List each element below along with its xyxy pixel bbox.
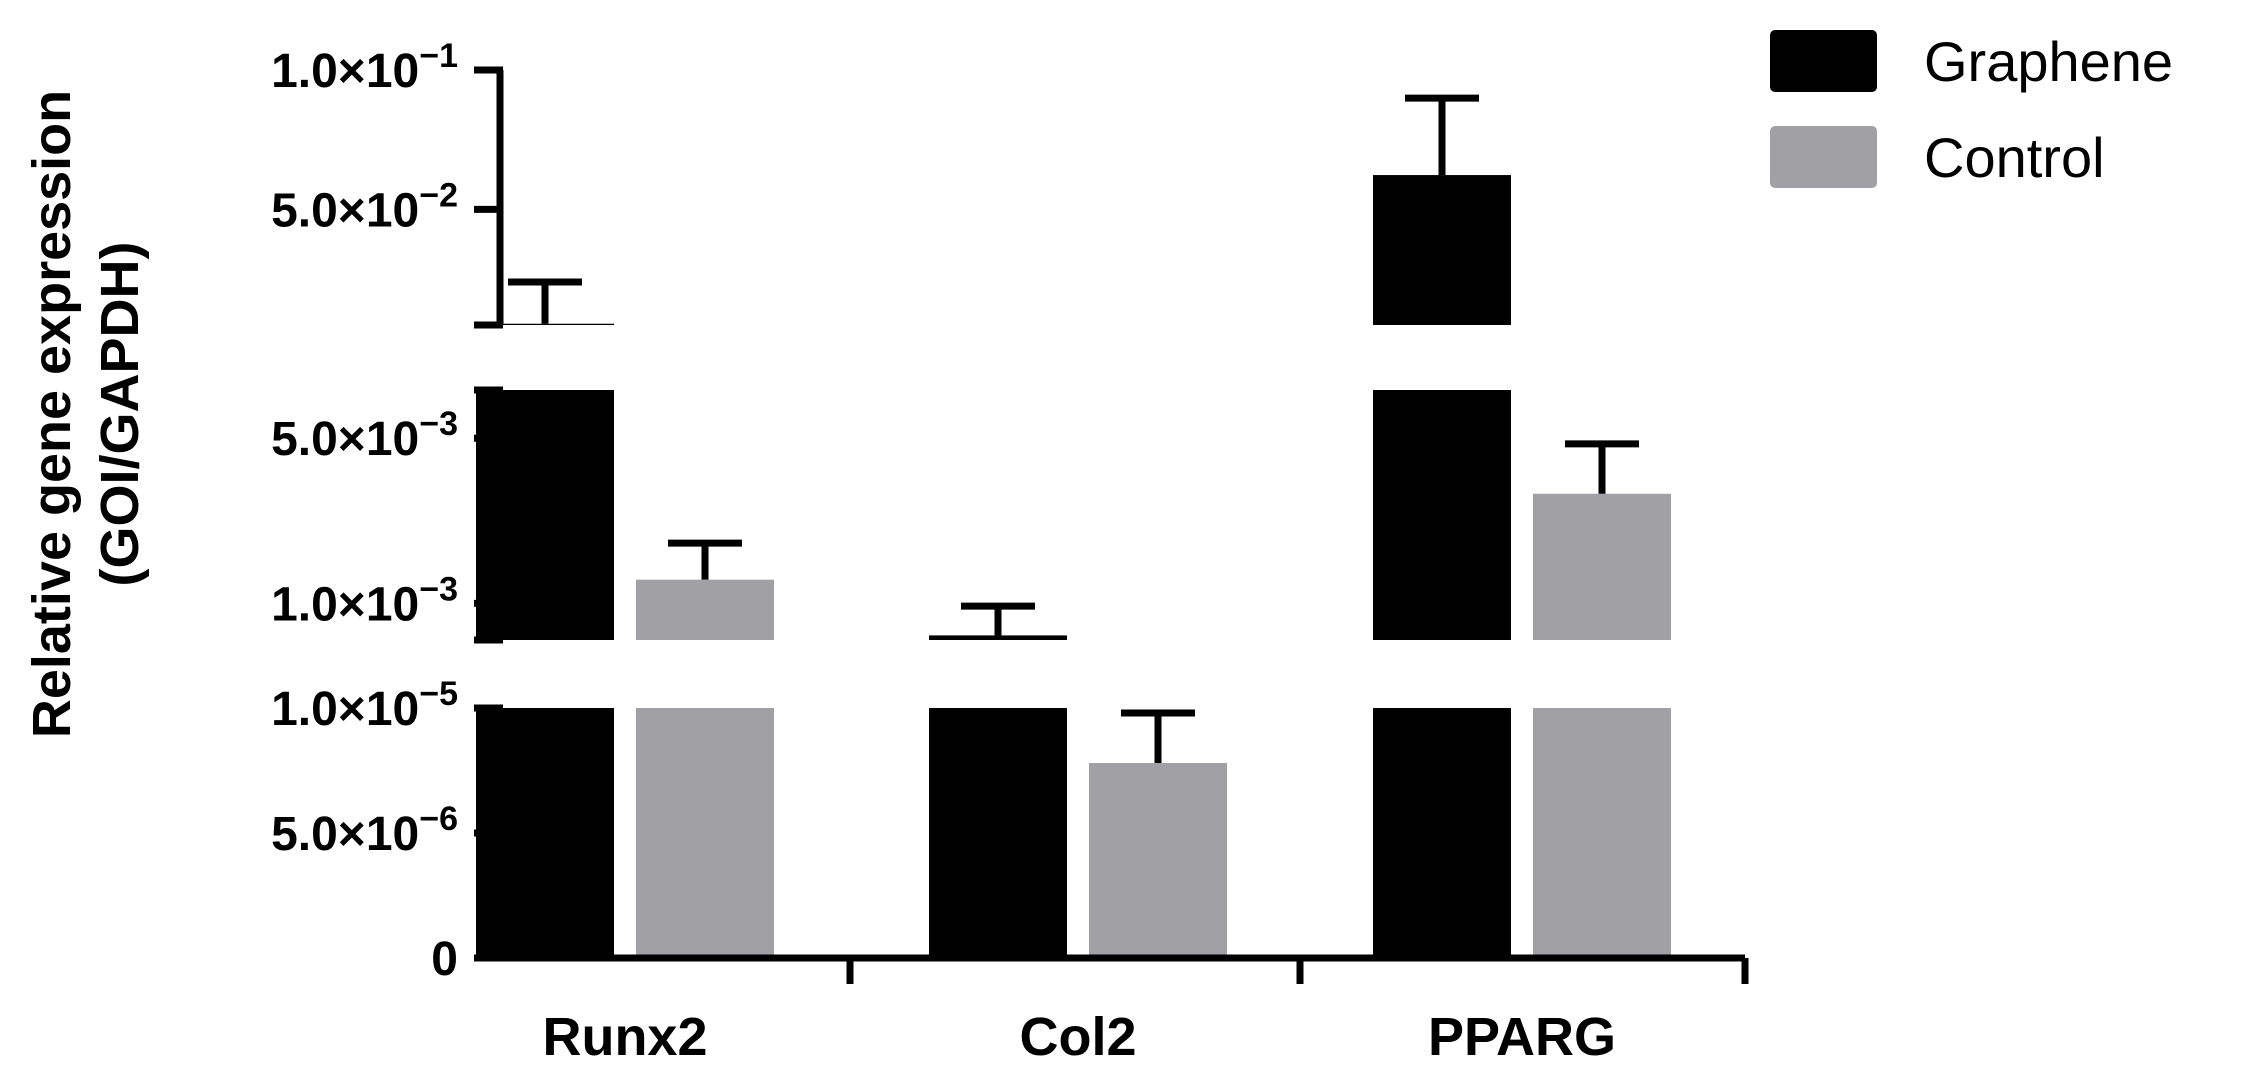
y-tick-label: 0: [431, 933, 458, 986]
y-tick-label: 1.0×10−1: [271, 37, 458, 98]
bar-control-pparg: [1533, 708, 1671, 958]
legend: Graphene Control: [1770, 30, 2173, 189]
bar-control-runx2: [636, 708, 774, 958]
bar-graphene-runx2: [476, 323, 614, 325]
y-tick-label: 1.0×10−5: [271, 675, 458, 736]
bar-control-runx2: [636, 579, 774, 640]
y-axis-title-line1: Relative gene expression: [22, 90, 82, 738]
x-category-label: Col2: [1019, 1007, 1136, 1067]
bar-control-pparg: [1533, 493, 1671, 640]
bar-graphene-col2: [929, 708, 1067, 958]
y-tick-label: 5.0×10−2: [271, 176, 458, 237]
legend-swatch-graphene: [1770, 30, 1877, 92]
y-tick-label: 1.0×10−3: [271, 570, 458, 631]
bar-graphene-pparg: [1373, 708, 1511, 958]
bar-graphene-runx2: [476, 708, 614, 958]
bar-graphene-col2: [929, 635, 1067, 640]
legend-label-control: Control: [1924, 126, 2105, 189]
bar-control-col2: [1089, 763, 1227, 958]
y-axis-title-line2: (GOI/GAPDH): [90, 242, 150, 587]
x-category-label: PPARG: [1428, 1007, 1616, 1067]
bar-graphene-runx2: [476, 390, 614, 640]
y-tick-label: 5.0×10−3: [271, 405, 458, 466]
bar-graphene-pparg: [1373, 175, 1511, 325]
legend-swatch-control: [1770, 126, 1877, 188]
bar-graphene-pparg: [1373, 390, 1511, 640]
y-tick-label: 5.0×10−6: [271, 800, 458, 861]
x-axis: Runx2 Col2 PPARG: [497, 954, 1749, 1067]
bars: [476, 94, 1671, 958]
x-category-label: Runx2: [542, 1007, 707, 1067]
legend-label-graphene: Graphene: [1924, 30, 2173, 93]
y-axis: 0 5.0×10−6 1.0×10−5 1.0×10−3 5.0×10−3 5.0×10−…: [271, 37, 504, 986]
